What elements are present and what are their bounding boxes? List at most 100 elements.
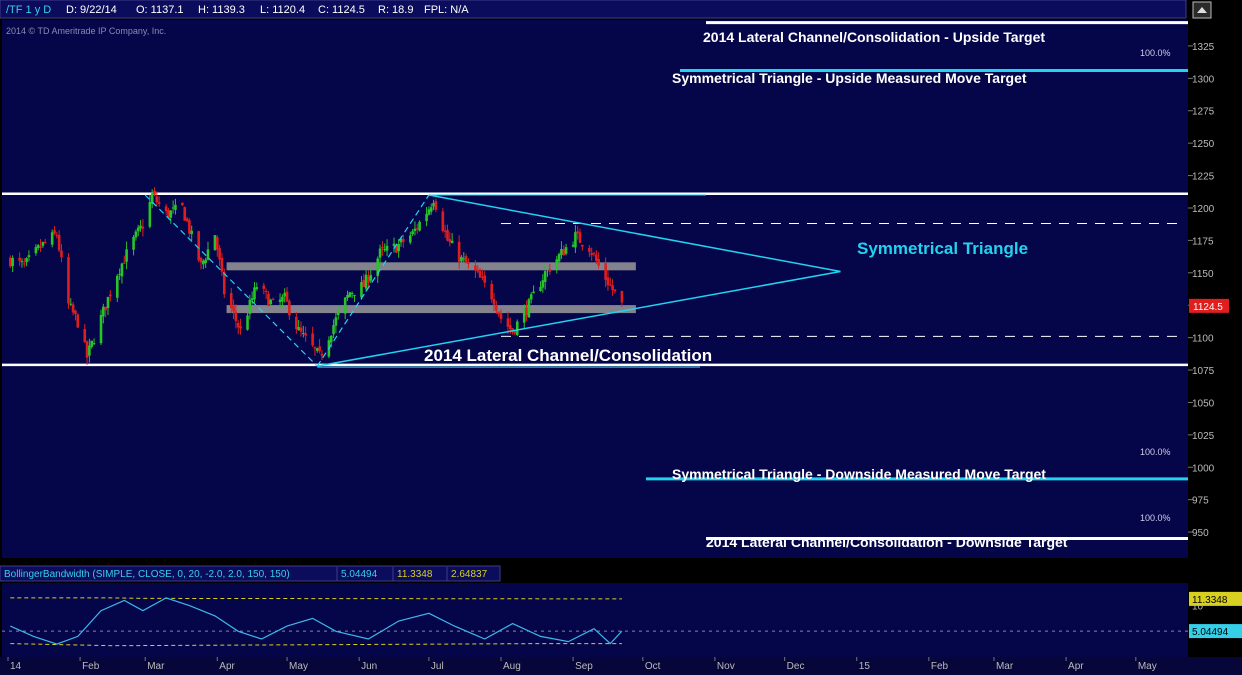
candle-body: [490, 283, 493, 300]
candle-body: [74, 310, 77, 315]
candle-body: [27, 255, 31, 258]
bb-current-flag: [1189, 624, 1242, 639]
candle-body: [346, 294, 349, 298]
candle-body: [578, 232, 582, 243]
candle-body: [248, 299, 252, 314]
candle-body: [532, 291, 535, 294]
candle-body: [174, 204, 177, 210]
candle-body: [304, 333, 307, 336]
candle-body: [543, 271, 547, 282]
x-tick-label: Apr: [219, 661, 235, 672]
candle-body: [415, 228, 419, 230]
indicator-title[interactable]: BollingerBandwidth (SIMPLE, CLOSE, 0, 20…: [4, 569, 290, 580]
chart-settings-button[interactable]: [1192, 1, 1212, 19]
candle-body: [348, 292, 352, 297]
candle-body: [232, 306, 235, 312]
candle-body: [588, 248, 591, 252]
x-tick-label: May: [289, 661, 308, 672]
candle-body: [495, 305, 498, 311]
date-label: D: 9/22/14: [66, 4, 117, 16]
bb-lower-band: [10, 643, 622, 647]
candle-body: [481, 276, 484, 278]
candle-body: [41, 242, 45, 246]
candle-body: [57, 234, 61, 251]
indicator-value-1: 5.04494: [341, 569, 378, 580]
x-tick-label: Mar: [996, 661, 1014, 672]
quote-header: /TF 1 y D D: 9/22/14 O: 1137.1 H: 1139.3…: [0, 0, 1187, 19]
high-label: H: 1139.3: [198, 4, 245, 16]
y-tick-label: 1150: [1192, 269, 1214, 280]
y-tick-label: 1275: [1192, 107, 1215, 118]
y-tick-label: 1050: [1192, 398, 1215, 409]
candle-body: [446, 229, 449, 241]
candle-body: [39, 246, 42, 248]
downside-target-label: 2014 Lateral Channel/Consolidation - Dow…: [706, 534, 1068, 550]
candle-body: [513, 330, 517, 334]
candle-body: [253, 287, 256, 300]
candle-body: [592, 253, 596, 255]
candle-body: [132, 236, 135, 250]
candle-body: [443, 230, 447, 232]
y-tick-label: 950: [1192, 528, 1209, 539]
candle-body: [120, 263, 124, 277]
candle-body: [476, 269, 480, 272]
candle-body: [9, 257, 12, 267]
candle-body: [167, 210, 170, 218]
candle-body: [99, 315, 103, 344]
candle-body: [560, 248, 563, 255]
candle-body: [611, 285, 614, 291]
candle-body: [90, 340, 94, 347]
candle-body: [392, 243, 396, 247]
candle-body: [418, 221, 421, 231]
candle-body: [555, 259, 559, 270]
candle-body: [408, 235, 412, 243]
candle-body: [595, 254, 598, 261]
candle-body: [299, 327, 303, 332]
triangle-upper-line: [428, 194, 841, 273]
support-resistance-band: [226, 262, 636, 271]
candle-body: [395, 245, 398, 253]
downside-mm-target-label: Symmetrical Triangle - Downside Measured…: [672, 466, 1046, 482]
candle-body: [234, 311, 238, 321]
candle-body: [264, 290, 268, 292]
fpl-label: FPL: N/A: [424, 4, 469, 16]
y-tick-label: 1200: [1192, 204, 1215, 215]
candle-body: [139, 225, 142, 229]
indicator-value-2: 11.3348: [397, 569, 433, 580]
symbol-label[interactable]: /TF 1 y D: [6, 4, 51, 16]
candle-body: [429, 207, 433, 212]
candle-body: [448, 239, 452, 243]
candle-body: [620, 290, 624, 303]
candle-body: [295, 316, 298, 329]
candle-body: [367, 276, 370, 283]
candle-body: [190, 230, 194, 235]
candle-body: [215, 237, 219, 250]
close-label: C: 1124.5: [318, 4, 365, 16]
candle-body: [255, 287, 259, 290]
x-tick-label: Aug: [503, 661, 521, 672]
support-resistance-band: [226, 305, 636, 314]
candle-body: [125, 249, 128, 262]
chevron-up-icon: [1197, 7, 1207, 13]
candle-body: [239, 326, 242, 329]
candle-body: [136, 227, 140, 232]
candle-body: [613, 289, 617, 292]
bb-upper-flag-label: 11.3348: [1192, 595, 1228, 606]
candle-body: [364, 274, 368, 289]
candle-body: [11, 257, 14, 267]
candle-body: [171, 207, 175, 209]
candle-body: [134, 231, 138, 238]
bb-y-tick-label: 10: [1192, 602, 1204, 613]
x-tick-label: 15: [859, 661, 871, 672]
x-tick-label: Jun: [361, 661, 377, 672]
y-tick-label: 1300: [1192, 74, 1215, 85]
candle-body: [539, 287, 542, 291]
copyright-notice: 2014 © TD Ameritrade IP Company, Inc.: [6, 26, 166, 36]
candle-body: [250, 298, 254, 301]
candle-body: [55, 234, 59, 236]
candle-body: [467, 263, 470, 265]
candle-body: [515, 321, 519, 335]
candle-body: [76, 314, 80, 328]
triangle-lower-line: [317, 270, 841, 367]
y-tick-label: 975: [1192, 496, 1209, 507]
